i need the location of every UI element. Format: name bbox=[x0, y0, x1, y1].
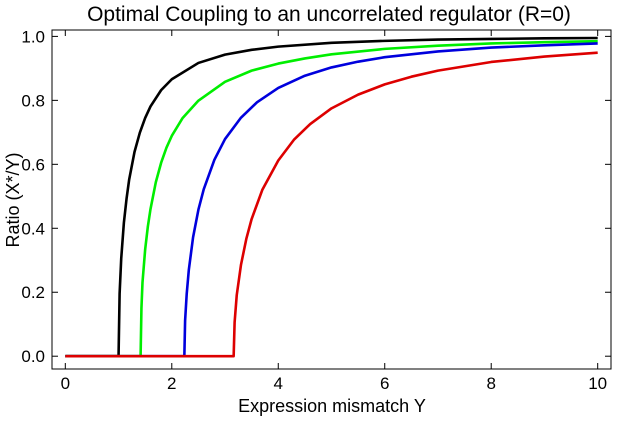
x-tick-label: 0 bbox=[61, 374, 70, 393]
x-axis-ticks: 0 2 4 6 8 10 bbox=[61, 30, 607, 393]
y-tick-label: 0.0 bbox=[21, 347, 45, 366]
y-tick-label: 1.0 bbox=[21, 27, 45, 46]
series-line-4 bbox=[65, 51, 598, 358]
series-line-1 bbox=[65, 36, 598, 358]
x-tick-label: 8 bbox=[486, 374, 495, 393]
series-line-2 bbox=[65, 39, 598, 358]
y-tick-label: 0.8 bbox=[21, 91, 45, 110]
y-tick-label: 0.2 bbox=[21, 283, 45, 302]
x-tick-label: 10 bbox=[588, 374, 607, 393]
y-tick-label: 0.6 bbox=[21, 155, 45, 174]
x-tick-label: 2 bbox=[167, 374, 176, 393]
plot-frame bbox=[51, 29, 612, 370]
series-line-3 bbox=[65, 42, 598, 358]
y-tick-label: 0.4 bbox=[21, 219, 45, 238]
series-layer bbox=[65, 36, 598, 358]
y-axis-ticks: 0.0 0.2 0.4 0.6 0.8 1.0 bbox=[21, 27, 611, 366]
x-tick-label: 4 bbox=[274, 374, 283, 393]
y-axis-label: Ratio (X*/Y) bbox=[3, 152, 23, 247]
chart-title: Optimal Coupling to an uncorrelated regu… bbox=[87, 3, 571, 26]
x-tick-label: 6 bbox=[380, 374, 389, 393]
x-axis-label: Expression mismatch Y bbox=[238, 396, 426, 416]
